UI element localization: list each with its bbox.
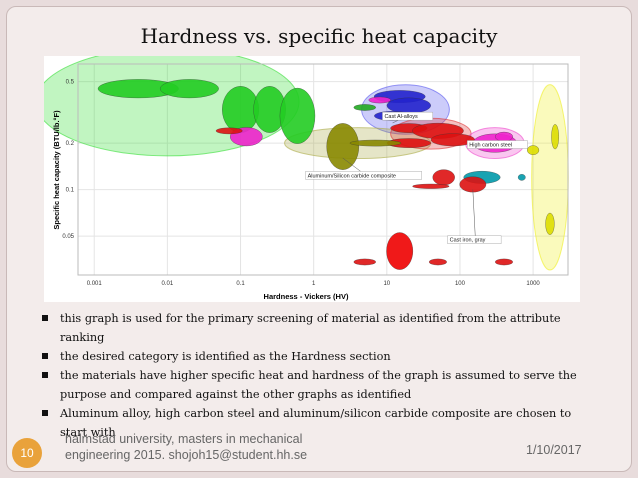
bullet-list: this graph is used for the primary scree… xyxy=(40,309,600,442)
hardness-specific-heat-chart: 0.001 0.01 0.1 1 10 100 1000 0.5 0.2 0.1 0.05 Cas… xyxy=(44,56,580,302)
x-tick-label: 1000 xyxy=(526,281,540,287)
y-tick-label: 0.05 xyxy=(62,234,74,240)
annotation-label: Aluminum/Silicon carbide composite xyxy=(308,173,396,179)
bullet-marker xyxy=(42,353,48,359)
material-bubble xyxy=(551,124,559,150)
slide-number-badge: 10 xyxy=(12,438,42,468)
footer-line-2: engineering 2015. shojoh15@student.hh.se xyxy=(65,448,308,462)
bullet-item: Aluminum alloy, high carbon steel and al… xyxy=(40,404,600,442)
annotation-box xyxy=(305,171,422,180)
x-tick-label: 0.001 xyxy=(87,281,103,287)
annotation-box xyxy=(447,235,502,244)
bullet-text: this graph is used for the primary scree… xyxy=(60,312,561,344)
x-tick-label: 10 xyxy=(383,281,390,287)
material-bubble xyxy=(279,87,316,144)
y-axis-label: Specific heat capacity (BTU/lb.°F) xyxy=(52,110,61,230)
y-tick-label: 0.2 xyxy=(66,141,75,147)
chart-bubbles xyxy=(97,79,559,270)
material-bubble xyxy=(353,104,376,111)
material-bubble xyxy=(495,131,513,142)
material-bubble xyxy=(215,127,243,135)
material-bubble xyxy=(222,86,259,133)
material-bubble xyxy=(545,212,555,235)
bullet-marker xyxy=(42,372,48,378)
y-tick-label: 0.1 xyxy=(66,188,75,194)
bullet-item: the desired category is identified as th… xyxy=(40,347,600,366)
material-bubble xyxy=(386,232,414,270)
bullet-marker xyxy=(42,410,48,416)
material-bubble xyxy=(527,145,540,155)
bullet-marker xyxy=(42,315,48,321)
annotation-label: High carbon steel xyxy=(469,143,512,149)
annotation-leader xyxy=(472,189,476,239)
bullet-text: the desired category is identified as th… xyxy=(60,350,391,363)
plot-frame xyxy=(77,63,569,276)
bullet-text: the materials have higher specific heat … xyxy=(60,369,577,401)
bullet-item: this graph is used for the primary scree… xyxy=(40,309,600,347)
material-bubble xyxy=(386,97,431,114)
x-tick-label: 0.1 xyxy=(236,281,245,287)
material-bubble xyxy=(353,258,376,266)
bullet-item: the materials have higher specific heat … xyxy=(40,366,600,404)
x-tick-label: 100 xyxy=(455,281,466,287)
annotation-label: Cast Al-alloys xyxy=(384,114,418,120)
slide-title: Hardness vs. specific heat capacity xyxy=(140,24,498,48)
annotation-box xyxy=(467,140,528,149)
slide-date: 1/10/2017 xyxy=(526,443,582,457)
material-bubble xyxy=(495,258,513,266)
footer-text: halmstad university, masters in mechanic… xyxy=(65,431,365,463)
chart-annotations: Cast Al-alloys Aluminum/Silicon carbide c… xyxy=(305,111,528,244)
material-bubble xyxy=(429,258,447,266)
x-tick-label: 0.01 xyxy=(162,281,174,287)
material-bubble xyxy=(432,169,455,186)
bullet-text: Aluminum alloy, high carbon steel and al… xyxy=(60,407,572,439)
material-bubble xyxy=(159,79,219,99)
x-tick-labels: 0.001 0.01 0.1 1 10 100 1000 xyxy=(87,281,541,287)
footer-line-1: halmstad university, masters in mechanic… xyxy=(65,432,303,446)
material-region xyxy=(531,84,569,271)
material-bubble xyxy=(517,174,526,181)
annotation-label: Cast iron, gray xyxy=(450,238,486,244)
y-tick-labels: 0.5 0.2 0.1 0.05 xyxy=(62,80,74,240)
annotation-box xyxy=(382,111,433,121)
x-axis-label: Hardness - Vickers (HV) xyxy=(264,292,349,301)
x-tick-label: 1 xyxy=(312,281,316,287)
material-bubble xyxy=(368,96,391,104)
y-tick-label: 0.5 xyxy=(66,80,75,86)
material-bubble xyxy=(412,183,450,189)
material-bubble xyxy=(349,139,402,147)
material-bubble xyxy=(326,123,360,170)
